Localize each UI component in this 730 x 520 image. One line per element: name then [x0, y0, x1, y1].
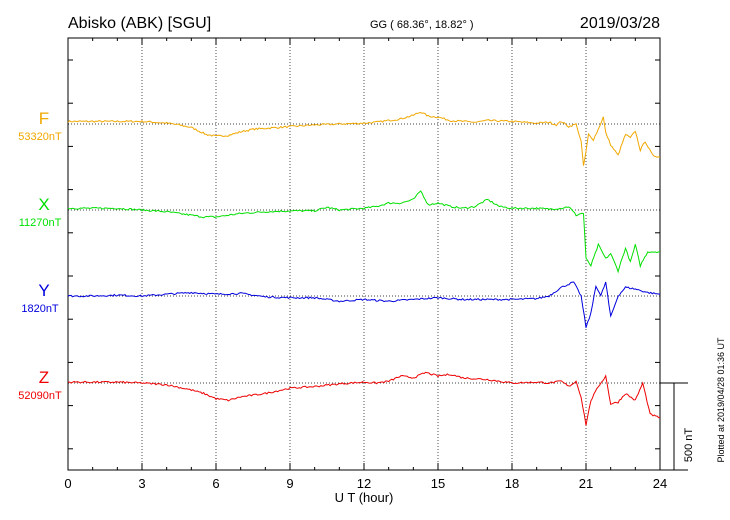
- x-tick-labels: 0 3 6 9 12 15 18 21 24: [64, 476, 667, 491]
- x-tick-label: 18: [505, 476, 519, 491]
- x-tick-label: 21: [579, 476, 593, 491]
- series-name-f: F: [39, 109, 49, 128]
- date-label: 2019/03/28: [580, 15, 660, 32]
- series-name-z: Z: [39, 368, 49, 387]
- x-tick-label: 9: [286, 476, 293, 491]
- series-baseline-f: 53320nT: [18, 131, 62, 143]
- x-tick-label: 15: [431, 476, 445, 491]
- plotted-at-note: Plotted at 2019/04/28 01:36 UT: [716, 337, 726, 463]
- series-line-z: [67, 371, 661, 426]
- x-tick-label: 6: [212, 476, 219, 491]
- x-tick-label: 12: [357, 476, 371, 491]
- series-baseline-z: 52090nT: [18, 390, 62, 402]
- station-title: Abisko (ABK) [SGU]: [68, 15, 211, 32]
- series-lines: [67, 112, 661, 426]
- x-tick-label: 3: [138, 476, 145, 491]
- series-line-y: [67, 281, 661, 328]
- series-baseline-y: 1820nT: [21, 303, 59, 315]
- grid-lines: [68, 38, 660, 470]
- scale-label: 500 nT: [683, 428, 695, 463]
- series-line-f: [67, 112, 661, 166]
- axis-ticks: [67, 38, 661, 470]
- series-labels: F 53320nT X 11270nT Y 1820nT Z 52090nT: [18, 109, 62, 402]
- station-coordinates: GG ( 68.36°, 18.82° ): [370, 19, 474, 31]
- series-baseline-x: 11270nT: [19, 217, 62, 229]
- series-name-y: Y: [38, 281, 49, 300]
- series-line-x: [67, 190, 661, 274]
- series-name-x: X: [38, 195, 49, 214]
- scale-bar: 500 nT: [660, 382, 695, 471]
- x-tick-label: 0: [64, 476, 71, 491]
- x-tick-label: 24: [653, 476, 667, 491]
- x-axis-label: U T (hour): [335, 490, 394, 505]
